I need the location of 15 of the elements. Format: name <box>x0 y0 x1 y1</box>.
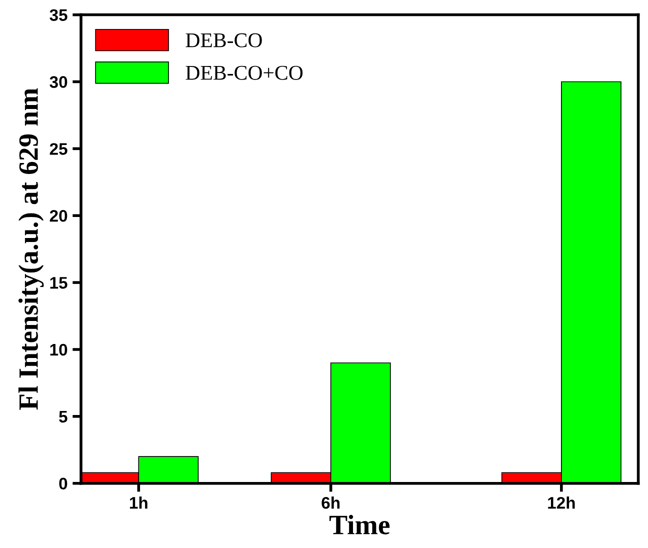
y-tick-label: 35 <box>50 9 68 22</box>
x-tick-label: 12h <box>548 496 575 509</box>
y-tick-label: 10 <box>50 344 68 356</box>
legend-label: DEB-CO+CO <box>186 66 303 80</box>
y-tick-label: 30 <box>50 76 68 88</box>
y-tick-label: 25 <box>50 143 68 155</box>
y-axis-title: Fl Intensity(a.u.) at 629 nm <box>18 88 44 410</box>
y-tick-label: 5 <box>59 410 68 423</box>
x-tick-label: 6h <box>322 496 340 509</box>
y-tick-label: 20 <box>50 210 68 222</box>
y-tick-label: 0 <box>59 478 68 490</box>
x-tick-label: 1h <box>130 496 148 509</box>
x-axis-title: Time <box>329 514 390 534</box>
y-tick-label: 15 <box>50 277 68 289</box>
legend-label: DEB-CO <box>186 33 262 48</box>
